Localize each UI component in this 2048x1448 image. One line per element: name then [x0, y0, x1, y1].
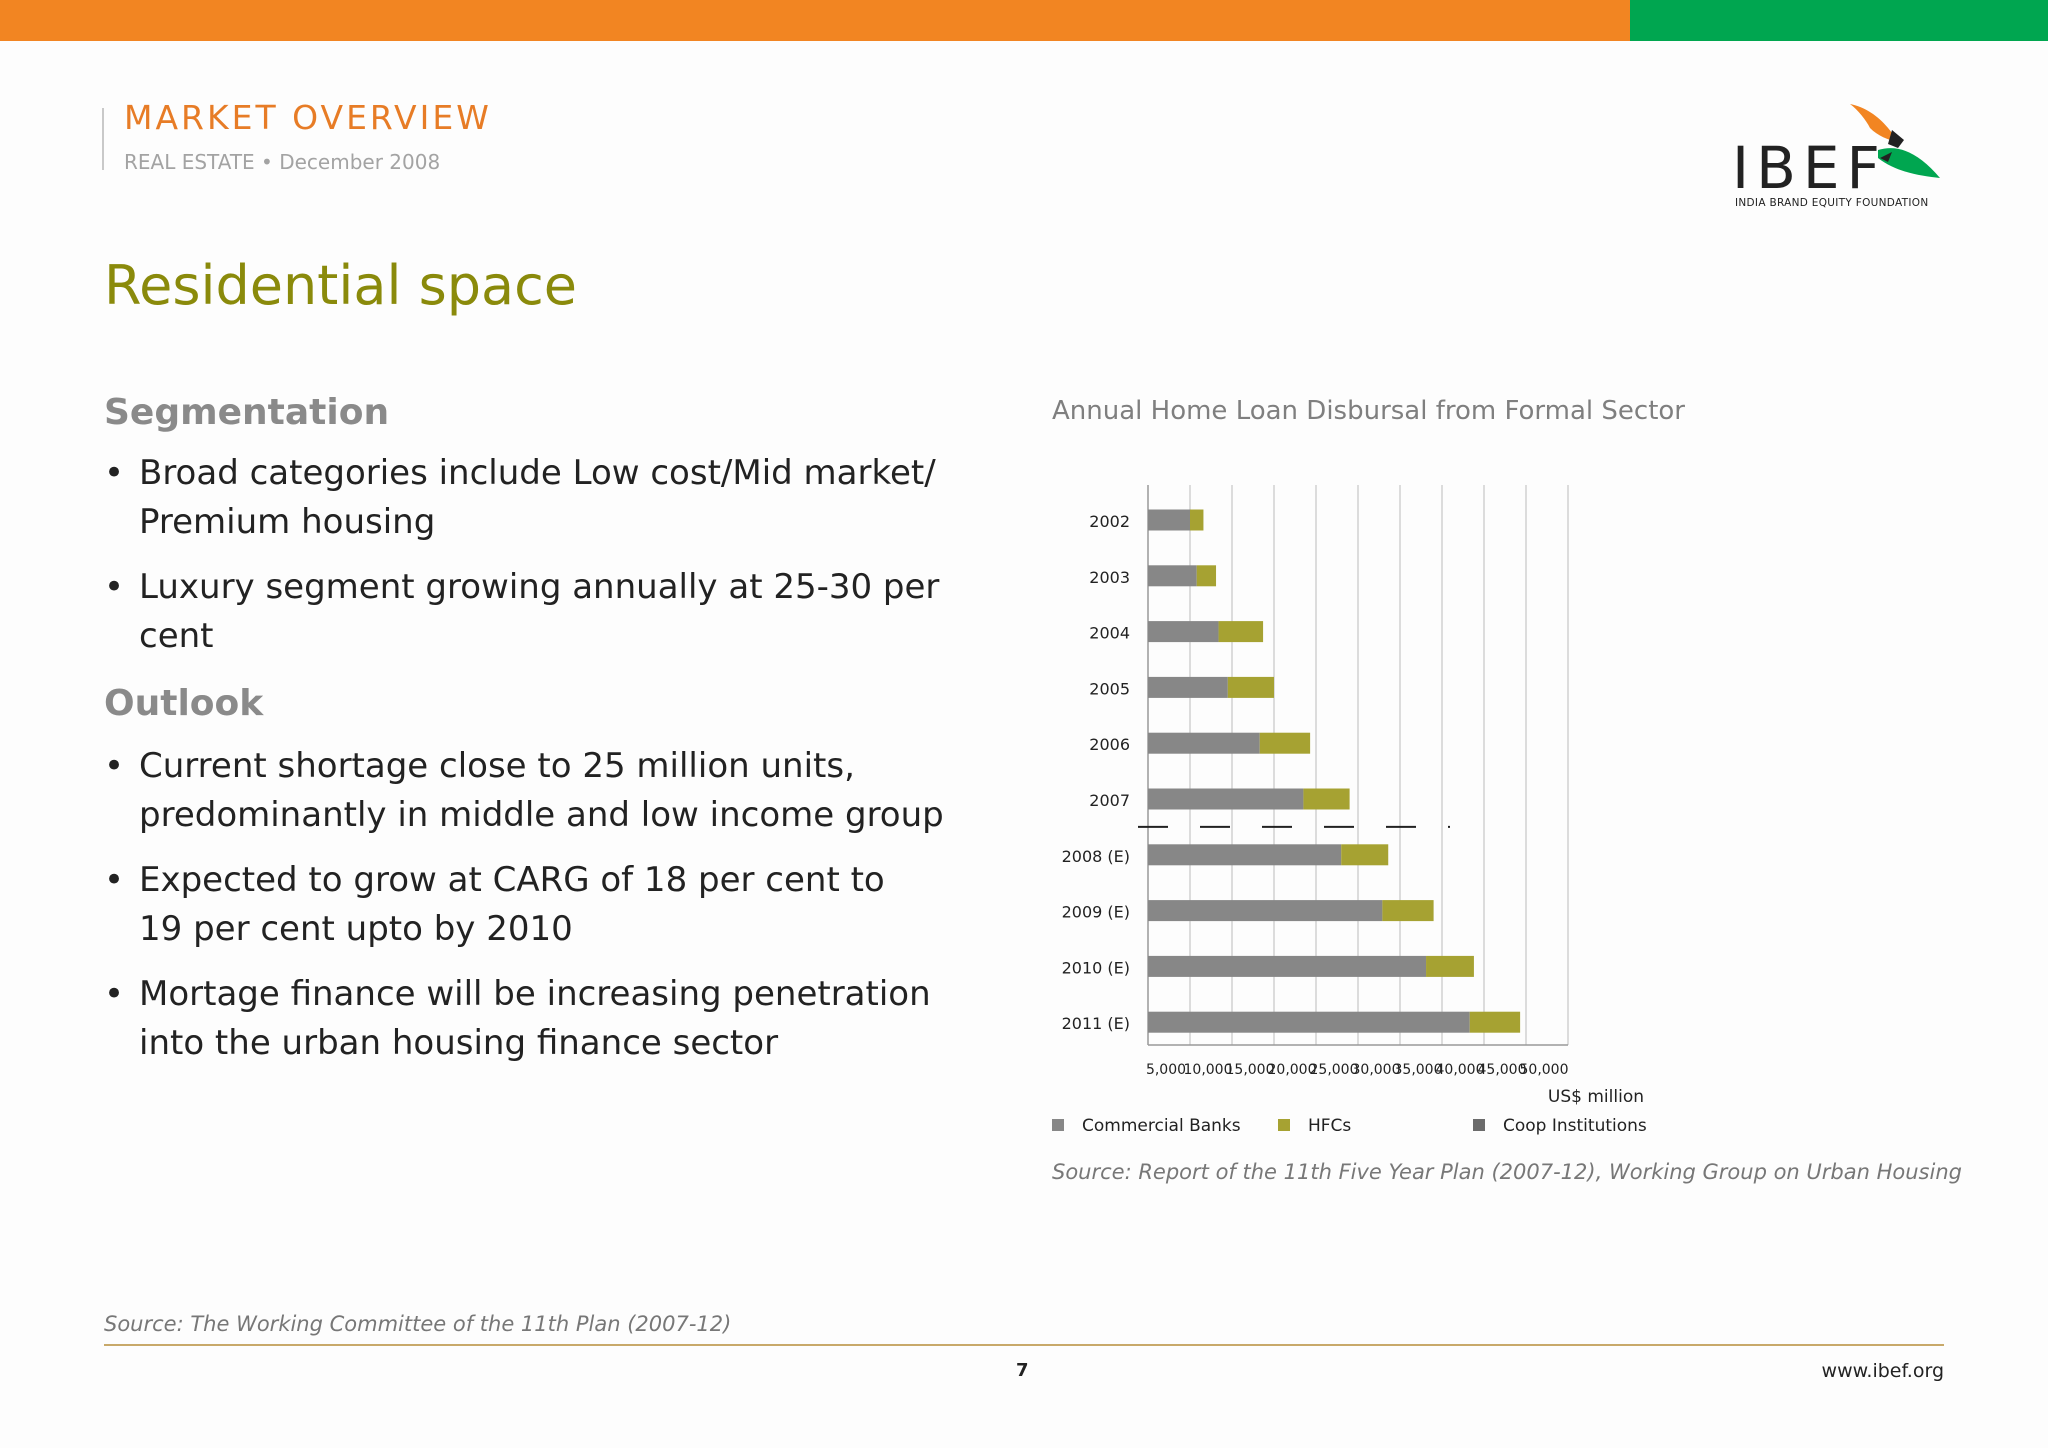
- chart-title: Annual Home Loan Disbursal from Formal S…: [1052, 396, 1686, 426]
- bar-segment: [1190, 509, 1204, 531]
- left-column: Segmentation • Broad categories include …: [104, 392, 984, 1068]
- ibef-logo-text: IBEF: [1732, 134, 1887, 202]
- bullet-dot-icon: •: [104, 860, 125, 900]
- bar-segment: [1218, 621, 1264, 643]
- legend-label: Commercial Banks: [1082, 1116, 1241, 1136]
- legend-swatch: [1473, 1119, 1485, 1131]
- y-tick-label: 2007: [1089, 791, 1130, 810]
- segmentation-bullets: • Broad categories include Low cost/Mid …: [104, 449, 984, 661]
- y-tick-label: 2004: [1089, 624, 1130, 643]
- section-subtitle: REAL ESTATE • December 2008: [124, 150, 441, 174]
- y-tick-label: 2011 (E): [1062, 1014, 1130, 1033]
- ibef-logo-subtext: INDIA BRAND EQUITY FOUNDATION: [1735, 197, 1929, 209]
- header-divider: [102, 108, 104, 170]
- outlook-heading: Outlook: [104, 683, 264, 724]
- bar-segment: [1148, 621, 1219, 643]
- bullet-line: predominantly in middle and low income g…: [139, 795, 944, 835]
- x-tick-label: 50,000: [1520, 1062, 1569, 1078]
- bullet-dot-icon: •: [104, 746, 125, 786]
- bar-segment: [1382, 900, 1434, 922]
- bullet-item: • Expected to grow at CARG of 18 per cen…: [104, 856, 984, 954]
- bar-segment: [1426, 955, 1474, 977]
- y-tick-label: 2003: [1089, 568, 1130, 587]
- section-title: MARKET OVERVIEW: [124, 98, 492, 137]
- bar-segment: [1148, 676, 1228, 698]
- bar-segment: [1148, 788, 1304, 810]
- bar-segment: [1259, 732, 1311, 754]
- bar-segment: [1341, 844, 1389, 866]
- bullet-item: • Broad categories include Low cost/Mid …: [104, 449, 984, 547]
- website-link[interactable]: www.ibef.org: [1821, 1360, 1944, 1382]
- bullet-line: Current shortage close to 25 million uni…: [139, 746, 855, 786]
- page-number: 7: [1016, 1360, 1029, 1381]
- bullet-line: Premium housing: [139, 502, 436, 542]
- x-axis-label: US$ million: [1548, 1087, 1644, 1107]
- ibef-bird-logo-icon: [1850, 104, 1940, 178]
- x-tick-label: 45,000: [1478, 1062, 1527, 1078]
- home-loan-bar-chart: 2002 2003 2004 2005 2006 2007 2008 (E) 2009 (E)…: [1052, 485, 1647, 1136]
- footer-divider: [104, 1344, 1944, 1346]
- legend-swatch: [1052, 1119, 1064, 1131]
- bullet-line: 19 per cent upto by 2010: [139, 909, 573, 949]
- bullet-dot-icon: •: [104, 974, 125, 1014]
- footer-source: Source: The Working Committee of the 11t…: [104, 1312, 732, 1336]
- bar-segment: [1148, 509, 1190, 531]
- y-tick-label: 2005: [1089, 679, 1130, 698]
- bar-segment: [1469, 1011, 1521, 1033]
- bar-segment: [1148, 844, 1342, 866]
- bar-segment: [1303, 788, 1350, 810]
- y-tick-label: 2006: [1089, 735, 1130, 754]
- bar-segment: [1148, 955, 1427, 977]
- x-tick-label: 25,000: [1310, 1062, 1359, 1078]
- top-bar-orange: [0, 0, 1630, 41]
- x-tick-label: 30,000: [1352, 1062, 1401, 1078]
- x-tick-label: 5,000: [1146, 1062, 1186, 1078]
- bullet-item: • Mortage finance will be increasing pen…: [104, 970, 984, 1068]
- chart-source: Source: Report of the 11th Five Year Pla…: [1052, 1160, 1962, 1184]
- segmentation-heading: Segmentation: [104, 392, 390, 433]
- legend-swatch: [1278, 1119, 1290, 1131]
- y-tick-label: 2002: [1089, 512, 1130, 531]
- legend-label: HFCs: [1308, 1116, 1351, 1136]
- bullet-dot-icon: •: [104, 453, 125, 493]
- x-tick-label: 40,000: [1436, 1062, 1485, 1078]
- bullet-item: • Luxury segment growing annually at 25-…: [104, 563, 984, 661]
- bar-segment: [1148, 900, 1383, 922]
- x-tick-label: 15,000: [1226, 1062, 1275, 1078]
- y-tick-label: 2009 (E): [1062, 903, 1130, 922]
- bar-segment: [1227, 676, 1274, 698]
- bullet-line: Mortage finance will be increasing penet…: [139, 974, 931, 1014]
- bullet-line: Expected to grow at CARG of 18 per cent …: [139, 860, 885, 900]
- bullet-line: Luxury segment growing annually at 25-30…: [139, 567, 940, 656]
- x-tick-label: 20,000: [1268, 1062, 1317, 1078]
- page-title: Residential space: [104, 254, 578, 317]
- bullet-line: into the urban housing finance sector: [139, 1023, 779, 1063]
- bar-segment: [1148, 565, 1197, 587]
- legend-label: Coop Institutions: [1503, 1116, 1647, 1136]
- bar-segment: [1196, 565, 1217, 587]
- top-bar-green: [1630, 0, 2048, 41]
- bar-segment: [1148, 1011, 1470, 1033]
- y-tick-label: 2008 (E): [1062, 847, 1130, 866]
- bar-segment: [1148, 732, 1260, 754]
- x-tick-label: 35,000: [1394, 1062, 1443, 1078]
- bullet-line: Broad categories include Low cost/Mid ma…: [139, 453, 936, 493]
- outlook-bullets: • Current shortage close to 25 million u…: [104, 742, 984, 1068]
- bullet-dot-icon: •: [104, 567, 125, 607]
- y-tick-label: 2010 (E): [1062, 958, 1130, 977]
- bullet-item: • Current shortage close to 25 million u…: [104, 742, 984, 840]
- x-tick-label: 10,000: [1184, 1062, 1233, 1078]
